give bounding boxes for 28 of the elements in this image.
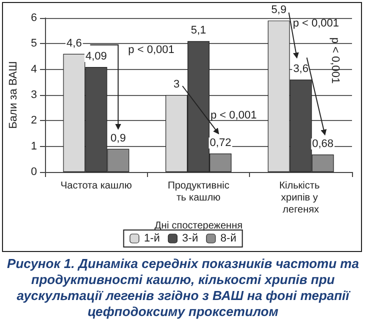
annotation: p < 0,001 xyxy=(292,18,340,30)
x-tick-label: Кількість хрипів у легенях xyxy=(279,180,322,216)
data-label: 0,72 xyxy=(210,137,232,150)
y-tick-label: 3 xyxy=(30,89,37,101)
annotation: p < 0,001 xyxy=(210,110,257,122)
x-tick-label: Продуктивність кашлю xyxy=(168,180,230,204)
y-tick-label: 1 xyxy=(30,140,37,152)
data-label: 4,09 xyxy=(85,50,107,63)
annotation: p < 0,001 xyxy=(328,37,341,84)
y-tick-label: 6 xyxy=(30,12,37,24)
y-tick-label: 4 xyxy=(30,63,37,76)
data-label: 0,68 xyxy=(312,138,334,150)
y-tick-label: 5 xyxy=(30,38,37,50)
x-tick-label: Частота кашлю xyxy=(60,180,132,192)
data-label: 3 xyxy=(173,78,180,90)
legend-label: 8-й xyxy=(220,232,236,244)
data-label: 0,9 xyxy=(110,132,126,144)
data-label: 5,1 xyxy=(190,24,206,37)
legend-label: 3-й xyxy=(182,232,198,244)
annotation: p < 0,001 xyxy=(128,44,174,56)
legend-label: 1-й xyxy=(144,232,160,244)
data-label: 4,6 xyxy=(66,37,82,50)
y-tick-label: 0 xyxy=(30,166,37,178)
y-tick-label: 2 xyxy=(30,114,37,127)
text: Рисунок 1. Динаміка середніх показників частоти та продуктивності кашлю, кількості хрипів при аускультації легенів згідно з ВАШ на фоні терапії цефподоксиму проксетилом xyxy=(6,256,360,320)
y-axis-title: Бали за ВАШ xyxy=(8,61,20,129)
data-label: 5,9 xyxy=(271,4,286,16)
data-label: 3,6 xyxy=(293,63,308,76)
